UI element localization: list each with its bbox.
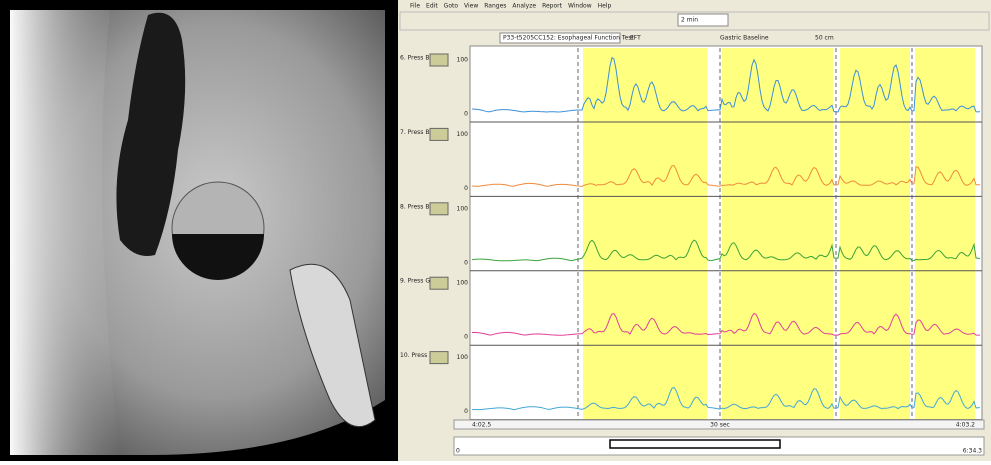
page: File Edit Goto View Ranges Analyze Report Windo…: [0, 0, 991, 461]
y-max-label: 100: [457, 131, 469, 138]
highlight-region: [840, 48, 910, 420]
menu-item[interactable]: Window: [568, 3, 592, 10]
menu-item[interactable]: Analyze: [512, 3, 536, 10]
overview-end: 6:34.3: [963, 448, 982, 455]
menu-item[interactable]: Help: [598, 3, 612, 10]
overview-start: 0: [456, 448, 460, 455]
y-min-label: 0: [464, 259, 468, 266]
menu-item[interactable]: Edit: [426, 3, 438, 10]
timeline-end: 4:03.2: [956, 422, 975, 429]
test-label: EFT: [630, 35, 641, 42]
phase-label: Gastric Baseline: [720, 35, 769, 42]
menu-item[interactable]: View: [464, 3, 478, 10]
menu-item[interactable]: Goto: [444, 3, 459, 10]
highlight-region: [583, 48, 707, 420]
channel-icon: [430, 277, 448, 289]
channel-icon: [430, 54, 448, 66]
study-label: P33-t5205CC152: Esophageal Function Test: [503, 35, 634, 42]
channel-icon: [430, 203, 448, 215]
y-min-label: 0: [464, 185, 468, 192]
y-max-label: 100: [457, 57, 469, 64]
xray-image: [0, 0, 398, 461]
channel-icon: [430, 352, 448, 364]
figure: File Edit Goto View Ranges Analyze Report Windo…: [0, 0, 991, 461]
y-max-label: 100: [457, 280, 469, 287]
menu-item[interactable]: Report: [542, 3, 563, 10]
timeline-start: 4:02.5: [472, 422, 491, 429]
highlight-region: [722, 48, 833, 420]
channel-icon: [430, 128, 448, 140]
highlight-region: [915, 48, 975, 420]
menu-item[interactable]: File: [410, 3, 420, 10]
y-max-label: 100: [457, 205, 469, 212]
y-min-label: 0: [464, 334, 468, 341]
y-max-label: 100: [457, 354, 469, 361]
menu-item[interactable]: Ranges: [484, 3, 506, 10]
y-min-label: 0: [464, 111, 468, 118]
y-min-label: 0: [464, 408, 468, 415]
timeline-span: 30 sec: [710, 422, 730, 429]
position-label: 50 cm: [815, 35, 834, 42]
overview-window[interactable]: [610, 440, 780, 448]
zoom-label: 2 min: [681, 17, 698, 24]
